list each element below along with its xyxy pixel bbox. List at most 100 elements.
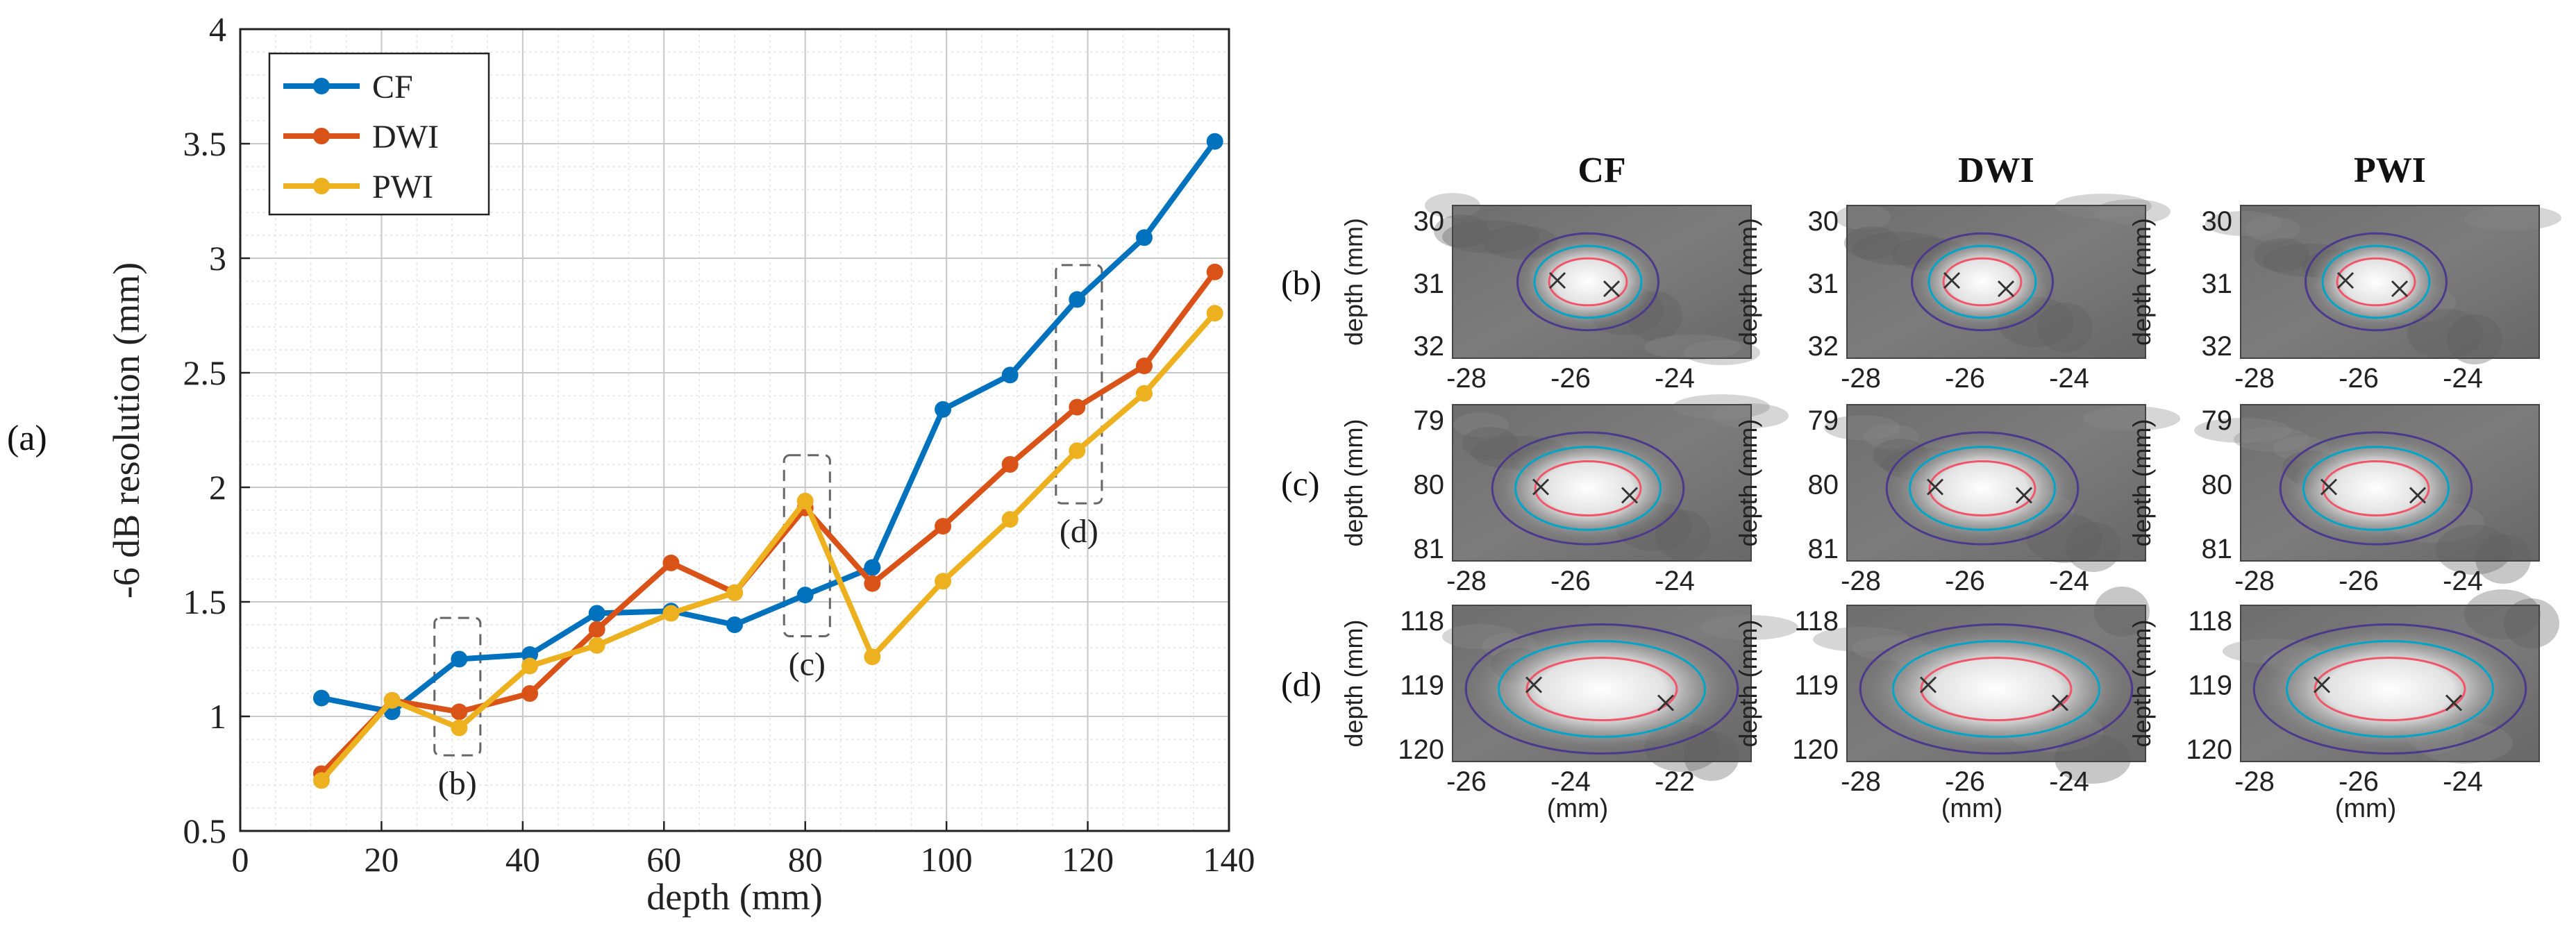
bright-spot bbox=[1883, 430, 2082, 546]
image-x-tick-label: -24 bbox=[2443, 363, 2483, 394]
contour-middle bbox=[1533, 244, 1643, 319]
data-point bbox=[935, 573, 952, 590]
resolution-line-chart: 0 20 40 60 80 100 120 140 0.511.522.533.54 (b)(… bbox=[106, 10, 1255, 918]
x-tick-label: 80 bbox=[788, 840, 823, 879]
data-point bbox=[796, 492, 814, 510]
cross-marker bbox=[2313, 676, 2331, 693]
image-x-axis-unit: (mm) bbox=[1941, 794, 2003, 823]
row-label: (c) bbox=[1281, 464, 1320, 503]
speckle-blob bbox=[1835, 205, 1891, 230]
x-axis-label: depth (mm) bbox=[646, 876, 822, 918]
speckle-blob bbox=[2066, 522, 2121, 572]
image-y-axis-label: depth (mm) bbox=[1339, 419, 1368, 546]
data-point bbox=[1001, 511, 1019, 528]
image-y-axis-label: depth (mm) bbox=[2127, 218, 2156, 346]
contour-image: depth (mm) 30 31 32-28 -26 -24 bbox=[1734, 194, 2171, 394]
legend-marker bbox=[313, 128, 330, 144]
data-point bbox=[935, 518, 952, 535]
data-point bbox=[796, 587, 814, 604]
annotation-box bbox=[1055, 264, 1103, 505]
row-label: (b) bbox=[1281, 263, 1321, 302]
contour-image: depth (mm) 118 119 120-28 -26 -24 (mm) bbox=[1734, 587, 2150, 823]
y-axis-ticks: 0.5 1 1.5 2 2.5 3 3.5 4 bbox=[183, 10, 250, 850]
speckle-blob bbox=[2504, 598, 2559, 648]
image-y-tick-label: 30 bbox=[2202, 206, 2233, 237]
image-y-tick-label: 30 bbox=[1808, 206, 1839, 237]
legend: CF DWI PWI bbox=[268, 52, 490, 216]
cross-marker bbox=[1532, 478, 1550, 496]
cross-marker bbox=[2445, 694, 2463, 712]
contour-middle bbox=[2286, 640, 2494, 738]
speckle-blob bbox=[2475, 534, 2531, 584]
bright-spot bbox=[1489, 430, 1687, 546]
speckle-blob bbox=[2447, 314, 2502, 364]
data-point bbox=[1135, 229, 1153, 246]
image-x-tick-label: -24 bbox=[2443, 566, 2483, 596]
contour-image: depth (mm) 30 31 32-28 -26 -24 bbox=[1339, 193, 1760, 394]
x-tick-label: 100 bbox=[921, 840, 973, 879]
bright-spot bbox=[1909, 232, 2055, 332]
image-y-tick-label: 118 bbox=[1794, 606, 1839, 637]
contour-inner bbox=[2314, 657, 2466, 721]
image-y-tick-label: 118 bbox=[2188, 606, 2232, 637]
contour-inner bbox=[2322, 460, 2430, 516]
image-x-tick-label: -28 bbox=[2234, 566, 2275, 596]
contour-outer bbox=[1885, 431, 2080, 546]
speckle-blob bbox=[2407, 309, 2484, 359]
speckle-blob bbox=[2464, 205, 2561, 230]
row-label: (d) bbox=[1281, 665, 1321, 704]
column-header: CF bbox=[1578, 151, 1625, 190]
column-header: PWI bbox=[2354, 151, 2426, 190]
speckle-blob bbox=[1462, 427, 1518, 460]
x-tick-label: 20 bbox=[364, 840, 399, 879]
image-x-tick-label: -24 bbox=[2443, 766, 2483, 797]
image-x-tick-label: -28 bbox=[1841, 766, 1881, 797]
data-point bbox=[726, 616, 743, 633]
image-y-tick-label: 81 bbox=[1808, 534, 1839, 564]
annotation-label: (b) bbox=[438, 765, 477, 802]
image-y-tick-label: 80 bbox=[1808, 470, 1839, 501]
x-tick-label: 120 bbox=[1062, 840, 1114, 879]
contour-outer bbox=[2305, 232, 2448, 332]
speckle-blob bbox=[2037, 303, 2093, 353]
contour-middle bbox=[2302, 446, 2450, 531]
speckle-blob bbox=[1701, 615, 1798, 640]
image-x-tick-label: -26 bbox=[1550, 363, 1591, 394]
cross-marker bbox=[2391, 280, 2409, 298]
contour-outer bbox=[1859, 623, 2134, 755]
image-y-axis-label: depth (mm) bbox=[1734, 218, 1762, 346]
data-point bbox=[1001, 456, 1019, 473]
data-point bbox=[521, 646, 539, 663]
y-tick-label: 0.5 bbox=[183, 811, 227, 850]
contour-inner bbox=[2336, 257, 2416, 307]
cross-marker bbox=[1997, 280, 2015, 298]
contour-outer bbox=[1516, 232, 1659, 332]
image-frame bbox=[1452, 205, 1752, 359]
bright-spot bbox=[2277, 430, 2475, 546]
image-y-tick-label: 79 bbox=[1414, 405, 1445, 436]
column-header: DWI bbox=[1958, 151, 2034, 190]
image-y-tick-label: 30 bbox=[1414, 206, 1445, 237]
speckle-blob bbox=[1813, 627, 1910, 652]
contour-image: depth (mm) 79 80 81-28 -26 -24 bbox=[1734, 404, 2180, 596]
data-point bbox=[451, 719, 468, 737]
contour-middle bbox=[1498, 640, 1706, 738]
image-x-tick-label: -26 bbox=[1945, 363, 1985, 394]
image-x-tick-label: -28 bbox=[1446, 566, 1487, 596]
image-y-axis-label: depth (mm) bbox=[1339, 619, 1368, 747]
x-tick-label: 60 bbox=[646, 840, 681, 879]
data-point bbox=[864, 559, 881, 576]
speckle-blob bbox=[1684, 731, 1739, 781]
x-tick-label: 140 bbox=[1203, 840, 1255, 879]
speckle-blob bbox=[1442, 220, 1539, 253]
image-frame bbox=[1846, 605, 2146, 762]
contour-inner bbox=[1534, 460, 1642, 516]
speckle-blob bbox=[1673, 394, 1770, 419]
image-x-tick-label: -26 bbox=[1446, 766, 1487, 797]
image-y-tick-label: 119 bbox=[2188, 671, 2232, 701]
y-tick-label: 3 bbox=[209, 239, 226, 278]
contour-middle bbox=[1909, 446, 2056, 531]
data-point bbox=[935, 401, 952, 418]
bright-spot bbox=[2249, 622, 2531, 756]
speckle-blob bbox=[2254, 238, 2309, 271]
